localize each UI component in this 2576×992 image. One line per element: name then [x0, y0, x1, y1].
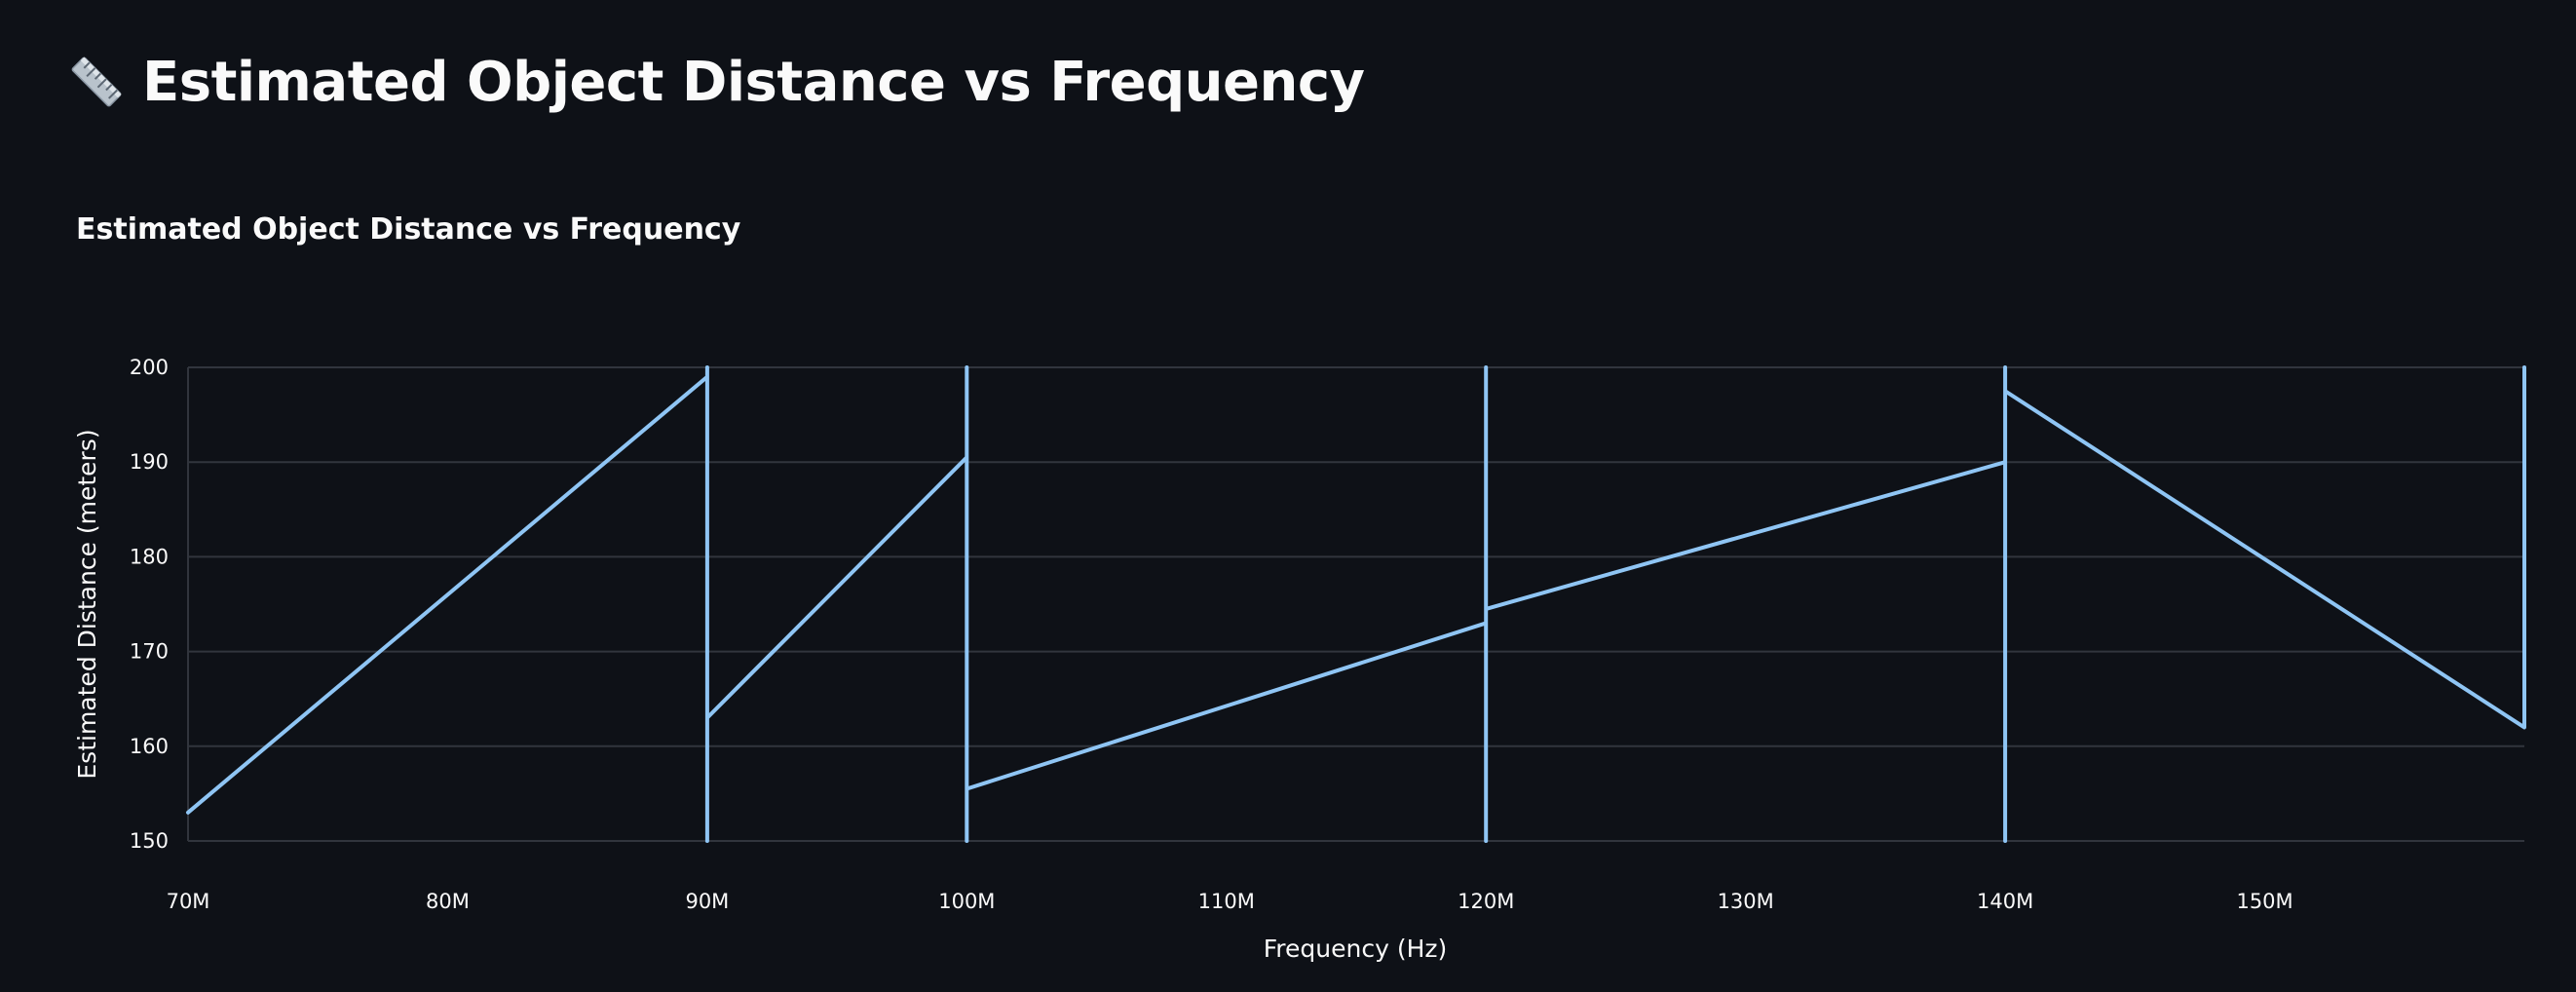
- x-tick-label: 80M: [426, 890, 470, 913]
- x-tick-label: 100M: [938, 890, 995, 913]
- chart-title: Estimated Object Distance vs Frequency: [76, 212, 741, 247]
- y-tick-label: 180: [130, 545, 169, 568]
- y-axis-title: Estimated Distance (meters): [73, 429, 101, 779]
- series-line: [186, 365, 2526, 843]
- y-tick-label: 160: [130, 735, 169, 758]
- x-tick-label: 150M: [2236, 890, 2292, 913]
- x-tick-label: 120M: [1458, 890, 1514, 913]
- x-axis-title: Frequency (Hz): [1264, 935, 1448, 963]
- x-tick-label: 110M: [1198, 890, 1255, 913]
- y-axis-ticks: 150 160 170 180 190 200: [130, 356, 169, 853]
- y-tick-label: 200: [130, 356, 169, 379]
- x-tick-label: 140M: [1977, 890, 2033, 913]
- x-axis-ticks: 70M 80M 90M 100M 110M 120M 130M 140M 150M: [167, 890, 2293, 913]
- y-tick-label: 150: [130, 829, 169, 853]
- page-title: Estimated Object Distance vs Frequency: [142, 50, 1365, 114]
- page-header: Estimated Object Distance vs Frequency: [66, 45, 1365, 119]
- y-tick-label: 170: [130, 640, 169, 664]
- grid: [187, 366, 2524, 842]
- x-tick-label: 130M: [1718, 890, 1774, 913]
- x-tick-label: 90M: [685, 890, 729, 913]
- x-tick-label: 70M: [167, 890, 210, 913]
- ruler-icon: [71, 57, 122, 107]
- y-tick-label: 190: [130, 450, 169, 474]
- series-layer: [186, 365, 2526, 843]
